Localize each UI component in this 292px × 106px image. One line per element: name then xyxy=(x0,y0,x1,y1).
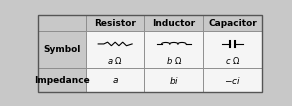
Text: $c\ \Omega$: $c\ \Omega$ xyxy=(225,55,240,66)
Text: $a$: $a$ xyxy=(112,76,119,85)
Text: $bi$: $bi$ xyxy=(169,75,179,86)
Text: Impedance: Impedance xyxy=(34,76,90,85)
Text: $-ci$: $-ci$ xyxy=(224,75,241,86)
Text: Capacitor: Capacitor xyxy=(208,19,257,28)
Bar xyxy=(203,31,262,68)
Bar xyxy=(145,15,203,31)
Text: Symbol: Symbol xyxy=(43,45,80,54)
Text: $a\ \Omega$: $a\ \Omega$ xyxy=(107,55,123,66)
Bar xyxy=(145,68,203,92)
Bar xyxy=(203,15,262,31)
Bar xyxy=(38,68,86,92)
Bar xyxy=(86,31,145,68)
Text: Inductor: Inductor xyxy=(152,19,195,28)
Bar xyxy=(145,31,203,68)
Bar xyxy=(38,31,86,68)
Bar xyxy=(38,15,86,31)
Bar xyxy=(86,68,145,92)
Text: $b\ \Omega$: $b\ \Omega$ xyxy=(166,55,182,66)
Bar xyxy=(86,15,145,31)
Text: Resistor: Resistor xyxy=(94,19,136,28)
Bar xyxy=(203,68,262,92)
